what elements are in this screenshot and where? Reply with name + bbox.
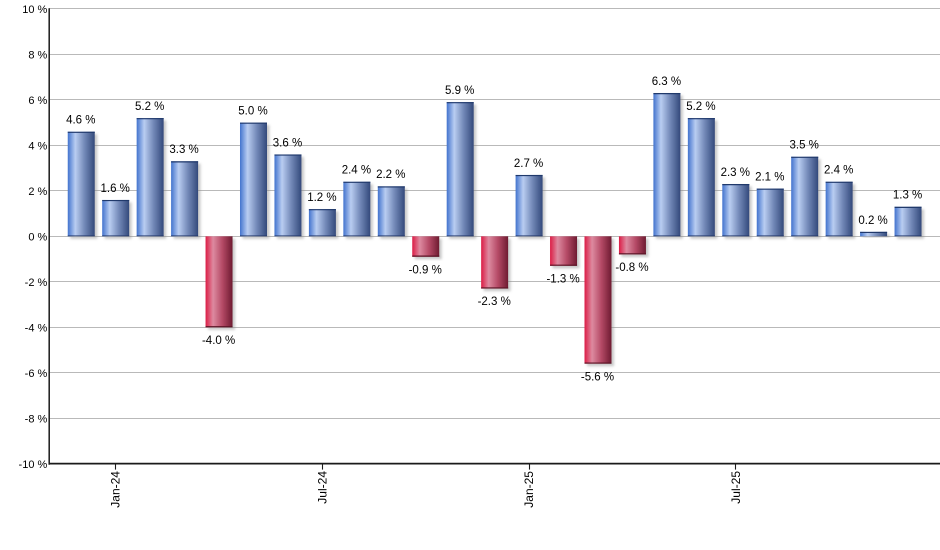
svg-text:5.0 %: 5.0 % [238,106,267,118]
svg-text:10 %: 10 % [22,4,47,16]
svg-text:-1.3 %: -1.3 % [546,274,579,286]
svg-text:0 %: 0 % [28,231,47,243]
svg-text:1.3 %: 1.3 % [893,190,922,202]
svg-text:-2 %: -2 % [25,277,48,289]
svg-text:-0.9 %: -0.9 % [409,264,442,276]
svg-text:0.2 %: 0.2 % [858,215,887,227]
svg-text:Jan-24: Jan-24 [109,471,123,508]
svg-text:-4 %: -4 % [25,322,48,334]
svg-text:5.2 %: 5.2 % [135,101,164,113]
svg-text:3.3 %: 3.3 % [169,144,198,156]
svg-text:1.6 %: 1.6 % [100,183,129,195]
svg-text:4 %: 4 % [28,140,47,152]
svg-text:1.2 %: 1.2 % [307,192,336,204]
svg-text:2.7 %: 2.7 % [514,158,543,170]
svg-text:3.6 %: 3.6 % [273,137,302,149]
svg-text:-5.6 %: -5.6 % [581,371,614,383]
svg-text:2.4 %: 2.4 % [342,165,371,177]
svg-text:3.5 %: 3.5 % [789,140,818,152]
svg-text:2.1 %: 2.1 % [755,172,784,184]
svg-text:4.6 %: 4.6 % [66,115,95,127]
svg-text:2.4 %: 2.4 % [824,165,853,177]
svg-text:-8 %: -8 % [25,413,48,425]
svg-text:6.3 %: 6.3 % [652,76,681,88]
svg-text:8 %: 8 % [28,49,47,61]
svg-text:2.3 %: 2.3 % [721,167,750,179]
svg-text:5.9 %: 5.9 % [445,85,474,97]
svg-text:6 %: 6 % [28,95,47,107]
svg-text:-2.3 %: -2.3 % [478,296,511,308]
svg-text:2 %: 2 % [28,186,47,198]
svg-text:Jul-25: Jul-25 [729,471,743,504]
svg-text:Jul-24: Jul-24 [315,471,329,504]
svg-text:Jan-25: Jan-25 [522,471,536,508]
svg-text:-4.0 %: -4.0 % [202,335,235,347]
svg-text:-0.8 %: -0.8 % [615,262,648,274]
svg-text:-10 %: -10 % [19,459,48,471]
svg-text:2.2 %: 2.2 % [376,169,405,181]
svg-text:-6 %: -6 % [25,368,48,380]
svg-text:5.2 %: 5.2 % [686,101,715,113]
